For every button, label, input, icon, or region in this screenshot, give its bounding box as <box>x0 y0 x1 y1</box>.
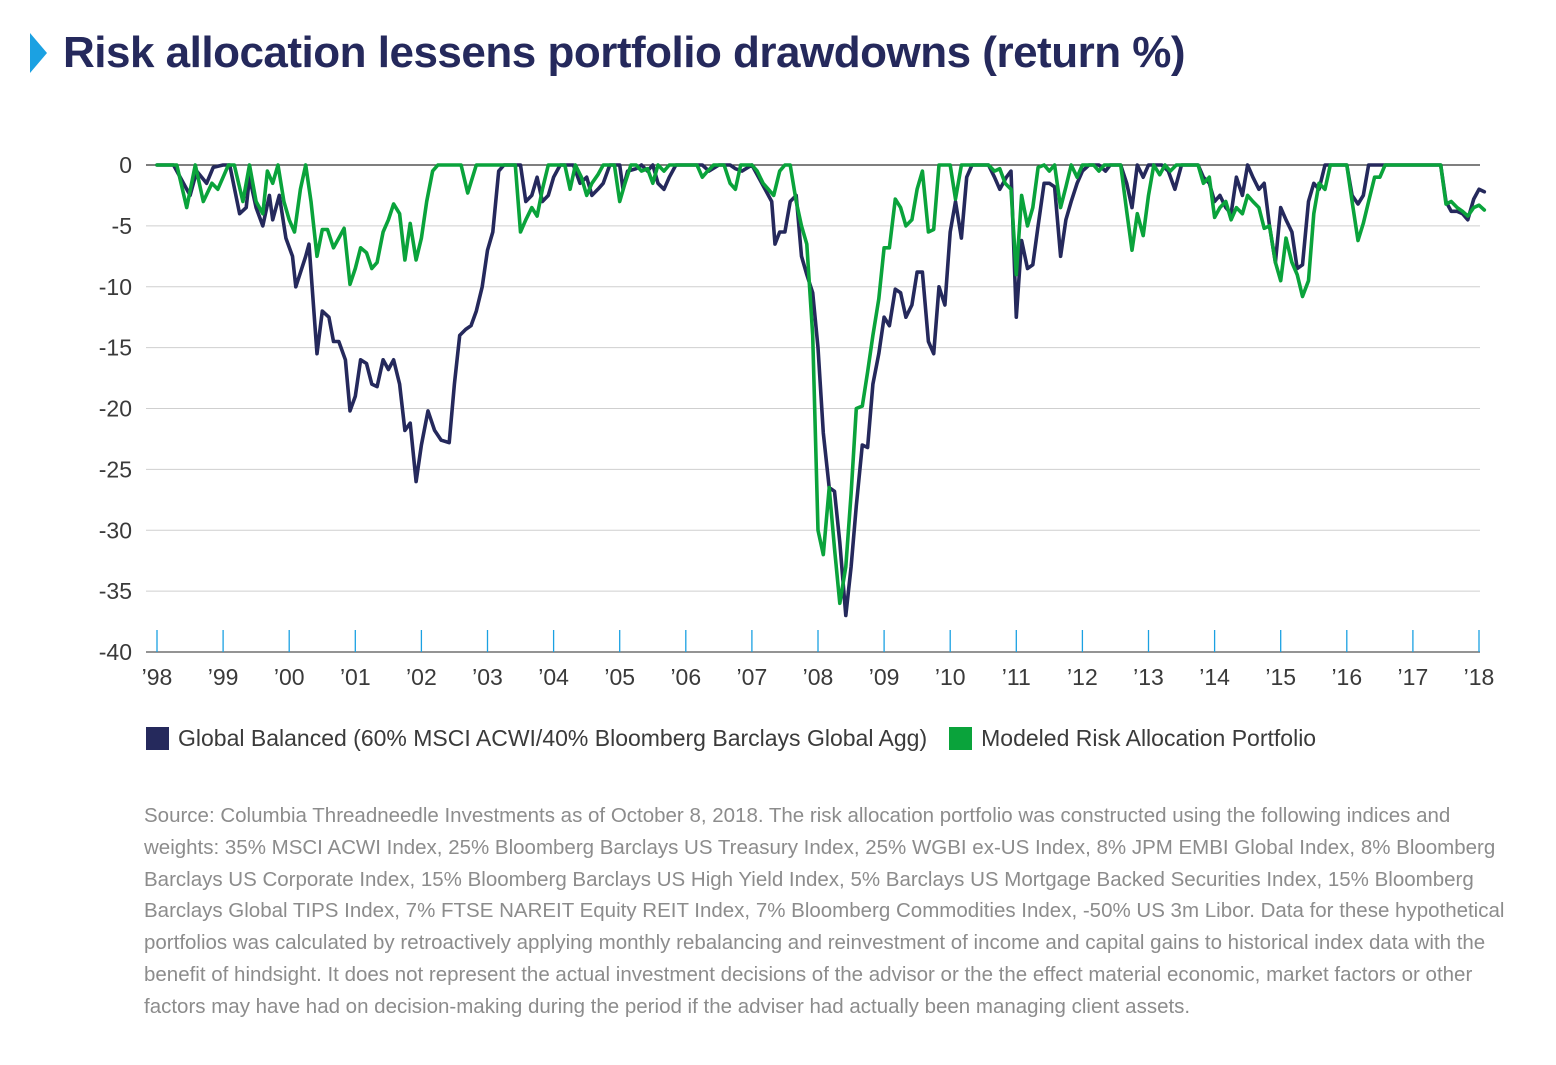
x-tick-label: ’00 <box>274 664 305 690</box>
legend-label-risk-allocation: Modeled Risk Allocation Portfolio <box>981 725 1317 751</box>
legend-item-risk-allocation: Modeled Risk Allocation Portfolio <box>949 725 1316 752</box>
x-tick-label: ’14 <box>1199 664 1230 690</box>
x-tick-label: ’15 <box>1265 664 1296 690</box>
y-tick-label: -15 <box>99 335 132 361</box>
y-tick-label: -40 <box>99 639 132 665</box>
legend-swatch-global-balanced <box>146 727 169 750</box>
legend: Global Balanced (60% MSCI ACWI/40% Bloom… <box>146 725 1338 752</box>
x-tick-label: ’03 <box>472 664 503 690</box>
x-tick-label: ’08 <box>803 664 834 690</box>
x-tick-label: ’04 <box>538 664 569 690</box>
y-tick-label: -30 <box>99 517 132 543</box>
y-tick-label: -10 <box>99 274 132 300</box>
y-tick-label: 0 <box>119 152 132 178</box>
x-tick-label: ’17 <box>1398 664 1429 690</box>
x-tick-label: ’13 <box>1133 664 1164 690</box>
y-tick-label: -20 <box>99 396 132 422</box>
y-tick-label: -35 <box>99 578 132 604</box>
x-tick-label: ’06 <box>670 664 701 690</box>
x-tick-label: ’18 <box>1464 664 1495 690</box>
x-tick-label: ’99 <box>208 664 239 690</box>
x-tick-label: ’98 <box>142 664 173 690</box>
x-tick-label: ’02 <box>406 664 437 690</box>
legend-swatch-risk-allocation <box>949 727 973 750</box>
legend-label-global-balanced: Global Balanced (60% MSCI ACWI/40% Bloom… <box>178 725 928 751</box>
x-tick-label: ’07 <box>737 664 768 690</box>
x-tick-label: ’12 <box>1067 664 1098 690</box>
y-tick-label: -5 <box>112 213 132 239</box>
series-line-global-balanced <box>155 163 1487 618</box>
source-note: Source: Columbia Threadneedle Investment… <box>144 804 1505 1018</box>
x-tick-label: ’16 <box>1331 664 1362 690</box>
x-tick-label: ’10 <box>935 664 966 690</box>
legend-item-global-balanced: Global Balanced (60% MSCI ACWI/40% Bloom… <box>146 725 927 752</box>
title-arrow-icon <box>30 33 47 73</box>
chart-title: Risk allocation lessens portfolio drawdo… <box>63 28 1186 77</box>
x-tick-label: ’01 <box>340 664 371 690</box>
x-tick-label: ’09 <box>869 664 900 690</box>
drawdown-chart: 0 -5 -10 -15 -20 -25 -30 -35 -40 ’98 ’99 ’00 ’01 ’02 ’… <box>99 152 1495 690</box>
x-tick-label: ’11 <box>1002 664 1031 690</box>
series-line-risk-allocation <box>155 163 1487 606</box>
title-row: Risk allocation lessens portfolio drawdo… <box>30 28 1186 78</box>
y-tick-label: -25 <box>99 456 132 482</box>
x-tick-label: ’05 <box>604 664 635 690</box>
